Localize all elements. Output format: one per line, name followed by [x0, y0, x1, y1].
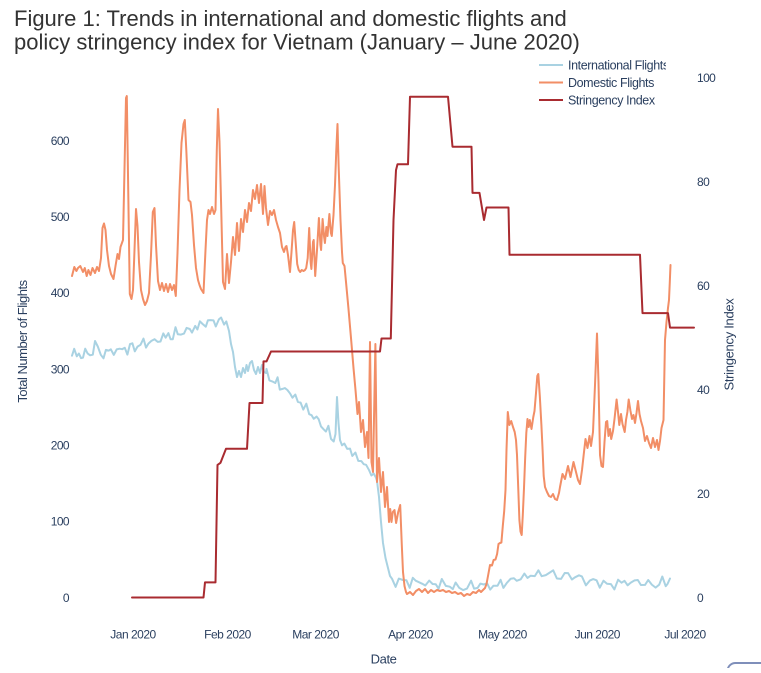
- svg-text:Apr 2020: Apr 2020: [388, 628, 434, 642]
- svg-text:600: 600: [51, 134, 70, 148]
- svg-text:Jul 2020: Jul 2020: [664, 628, 706, 642]
- svg-text:Stringency Index: Stringency Index: [722, 298, 737, 391]
- svg-text:80: 80: [697, 175, 710, 189]
- svg-text:policy stringency index for Vi: policy stringency index for Vietnam (Jan…: [14, 30, 580, 55]
- svg-text:60: 60: [697, 279, 710, 293]
- svg-text:May 2020: May 2020: [478, 628, 528, 642]
- svg-text:Domestic Flights: Domestic Flights: [568, 76, 654, 90]
- svg-text:Date: Date: [371, 652, 397, 667]
- svg-text:300: 300: [51, 362, 70, 376]
- svg-text:Jun 2020: Jun 2020: [575, 628, 621, 642]
- svg-text:500: 500: [51, 210, 70, 224]
- svg-text:Figure 1: Trends in internatio: Figure 1: Trends in international and do…: [14, 6, 567, 31]
- svg-text:400: 400: [51, 286, 70, 300]
- svg-text:40: 40: [697, 383, 710, 397]
- svg-text:0: 0: [63, 591, 70, 605]
- svg-text:100: 100: [51, 515, 70, 529]
- svg-text:200: 200: [51, 439, 70, 453]
- svg-text:Total Number of Flights: Total Number of Flights: [15, 279, 30, 402]
- svg-text:100: 100: [697, 71, 716, 85]
- svg-text:Mar 2020: Mar 2020: [292, 628, 340, 642]
- svg-text:20: 20: [697, 487, 710, 501]
- svg-text:Jan 2020: Jan 2020: [110, 628, 156, 642]
- svg-text:Stringency Index: Stringency Index: [568, 94, 656, 108]
- svg-text:International Flights: International Flights: [568, 59, 669, 73]
- svg-text:0: 0: [697, 591, 704, 605]
- svg-text:Feb 2020: Feb 2020: [204, 628, 252, 642]
